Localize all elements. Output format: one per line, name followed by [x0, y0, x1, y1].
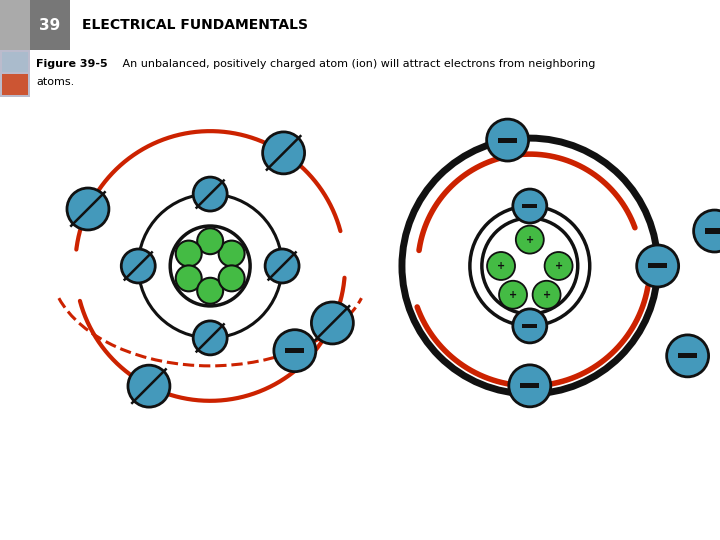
Circle shape: [176, 241, 202, 267]
Text: +: +: [526, 234, 534, 245]
Text: PEARSON: PEARSON: [584, 509, 680, 527]
Text: +: +: [543, 290, 551, 300]
Circle shape: [509, 365, 551, 407]
Circle shape: [636, 245, 679, 287]
FancyBboxPatch shape: [522, 204, 537, 208]
Bar: [30, 0, 70, 50]
Bar: [2, 74, 28, 95]
Circle shape: [197, 278, 223, 303]
Circle shape: [516, 226, 544, 254]
Text: 39: 39: [40, 18, 60, 32]
Text: +: +: [509, 290, 517, 300]
Circle shape: [219, 241, 245, 267]
FancyBboxPatch shape: [705, 228, 720, 233]
Circle shape: [544, 252, 572, 280]
Circle shape: [193, 177, 227, 211]
Circle shape: [693, 210, 720, 252]
Circle shape: [667, 335, 708, 377]
FancyBboxPatch shape: [522, 324, 537, 328]
Circle shape: [482, 218, 577, 314]
Circle shape: [170, 226, 250, 306]
Circle shape: [263, 132, 305, 174]
Circle shape: [67, 188, 109, 230]
Circle shape: [312, 302, 354, 344]
Text: An unbalanced, positively charged atom (ion) will attract electrons from neighbo: An unbalanced, positively charged atom (…: [112, 59, 595, 69]
Bar: [0, 50, 30, 97]
Circle shape: [128, 365, 170, 407]
Circle shape: [176, 265, 202, 292]
Bar: [0, 0, 30, 50]
Circle shape: [219, 265, 245, 292]
Text: +: +: [554, 261, 562, 271]
FancyBboxPatch shape: [678, 353, 697, 359]
Text: atoms.: atoms.: [36, 77, 74, 87]
Circle shape: [121, 249, 156, 283]
FancyBboxPatch shape: [498, 138, 517, 143]
Text: James Halderman: James Halderman: [140, 521, 227, 531]
Circle shape: [499, 281, 527, 309]
Circle shape: [533, 281, 561, 309]
Text: Automotive Technology: Automotive Technology: [140, 507, 255, 517]
FancyBboxPatch shape: [648, 264, 667, 268]
Circle shape: [197, 228, 223, 254]
Circle shape: [487, 119, 528, 161]
Circle shape: [487, 252, 515, 280]
Text: ALWAYS LEARNING: ALWAYS LEARNING: [12, 513, 115, 523]
Circle shape: [265, 249, 299, 283]
Circle shape: [274, 330, 316, 372]
FancyBboxPatch shape: [285, 348, 305, 353]
Circle shape: [513, 309, 546, 343]
Text: Figure 39-5: Figure 39-5: [36, 59, 107, 69]
Circle shape: [193, 321, 227, 355]
Text: +: +: [497, 261, 505, 271]
Circle shape: [513, 189, 546, 223]
Text: ELECTRICAL FUNDAMENTALS: ELECTRICAL FUNDAMENTALS: [82, 18, 308, 32]
Bar: [2, 52, 28, 72]
FancyBboxPatch shape: [521, 383, 539, 388]
Text: , Fifth Edition: , Fifth Edition: [238, 507, 302, 517]
